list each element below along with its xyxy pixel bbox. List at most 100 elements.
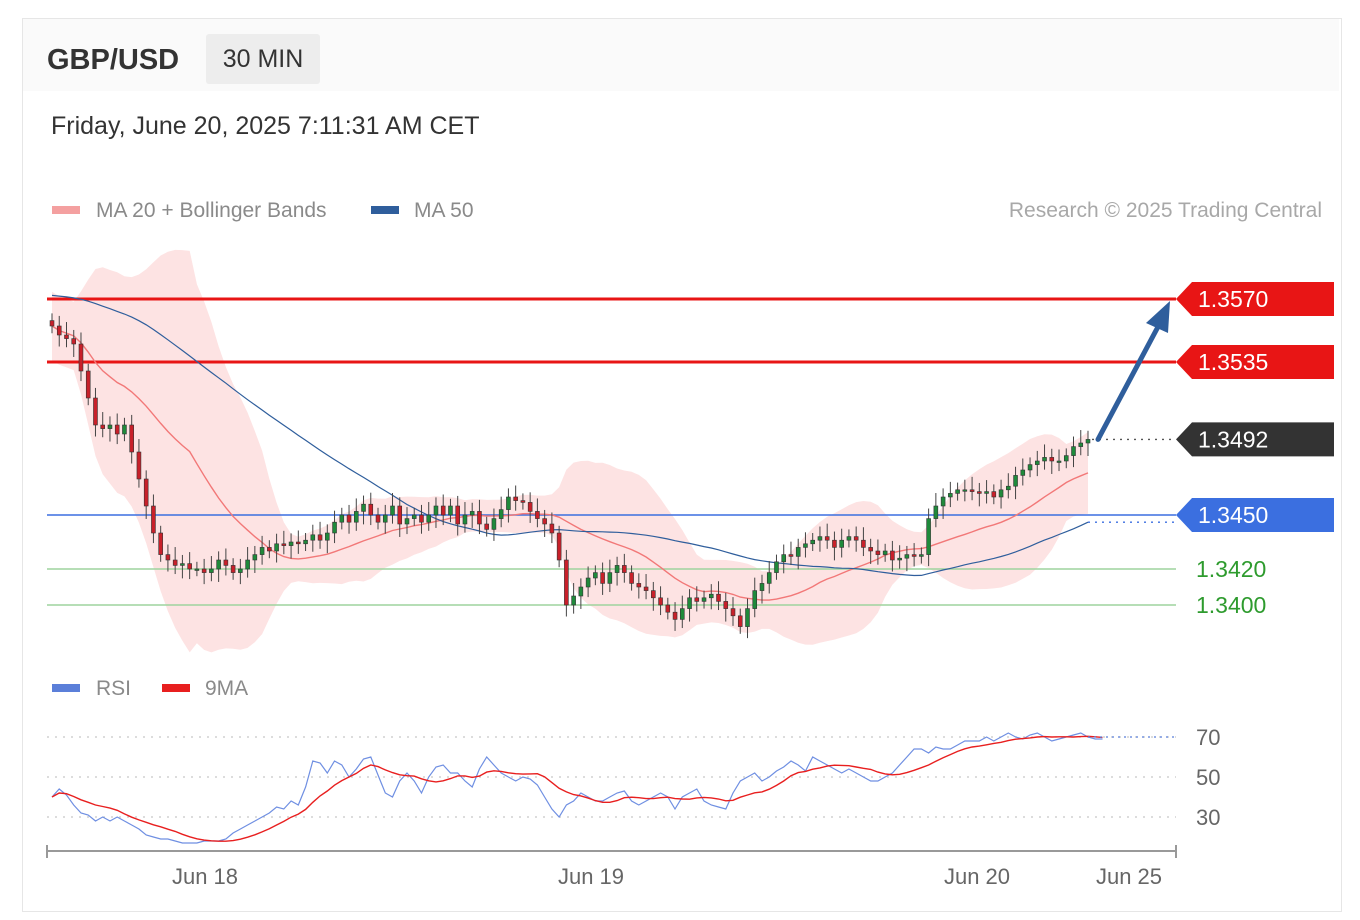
candle — [745, 608, 750, 627]
bollinger-band — [52, 249, 1088, 653]
rsi-9ma-line — [51, 735, 1103, 842]
candle — [354, 511, 359, 523]
candle — [759, 583, 765, 591]
candle — [788, 554, 794, 557]
candle — [151, 505, 156, 534]
candle — [187, 563, 192, 570]
candle — [201, 568, 207, 573]
candle — [281, 543, 287, 546]
candle — [781, 554, 786, 563]
candle — [766, 572, 772, 584]
candle — [1063, 455, 1069, 462]
candle — [839, 539, 844, 548]
level-tag-resistance — [1176, 345, 1334, 379]
candle — [919, 554, 924, 557]
candle — [397, 505, 403, 525]
candle — [520, 500, 526, 503]
candle — [549, 523, 555, 534]
candle — [824, 536, 830, 541]
candle — [448, 505, 453, 516]
candle — [651, 590, 656, 599]
candle — [1049, 457, 1055, 462]
forecast-arrow-shaft — [1095, 320, 1163, 442]
candle — [861, 539, 866, 548]
candle — [962, 489, 968, 492]
candle — [687, 597, 692, 609]
candle — [832, 539, 837, 548]
candle — [1056, 460, 1062, 463]
rsi-legend-swatch — [52, 684, 80, 692]
candle — [259, 547, 265, 555]
candle — [614, 565, 620, 573]
candle — [1071, 446, 1076, 456]
bollinger-band-fill — [52, 249, 1088, 653]
level-tag-label: 1.3570 — [1198, 286, 1268, 312]
level-tag-label: 1.3450 — [1198, 502, 1268, 528]
candle — [643, 586, 649, 591]
level-tag-label: 1.3492 — [1198, 426, 1268, 452]
candle — [737, 615, 743, 627]
candle — [107, 424, 113, 429]
candle — [375, 514, 381, 523]
candle — [817, 536, 823, 541]
candle — [194, 568, 200, 571]
candle — [542, 518, 547, 525]
candle — [1027, 464, 1033, 471]
x-axis: Jun 18 Jun 19 Jun 20 Jun 25 — [46, 845, 1177, 889]
candle — [897, 557, 902, 561]
candle — [1085, 439, 1091, 444]
candle — [303, 539, 308, 545]
support-level-label: 1.3400 — [1196, 592, 1266, 618]
candle — [890, 550, 895, 561]
candle — [636, 583, 642, 588]
ma9-legend-swatch — [162, 684, 190, 692]
candle — [404, 518, 410, 525]
candle — [933, 505, 939, 519]
candle — [477, 511, 482, 525]
candle — [462, 514, 468, 525]
candle — [469, 511, 475, 516]
level-lines — [47, 297, 1176, 606]
moving-averages — [51, 294, 1176, 601]
candle — [267, 547, 272, 552]
candle — [506, 496, 511, 510]
rsi-panel: 70 50 30 — [47, 725, 1220, 844]
candle — [948, 493, 953, 498]
candle — [998, 489, 1004, 498]
candle — [382, 514, 388, 523]
candle — [455, 505, 460, 525]
candle — [317, 534, 323, 541]
candle — [593, 572, 598, 579]
candle — [223, 559, 229, 566]
candle — [658, 597, 663, 606]
candle — [252, 554, 258, 561]
candle — [940, 496, 946, 507]
ma20-line — [51, 325, 1089, 601]
candle — [64, 334, 69, 339]
ma20-legend-swatch — [52, 206, 80, 214]
candle — [339, 514, 345, 523]
x-tick-label: Jun 19 — [558, 864, 624, 889]
candle — [882, 550, 888, 555]
candle — [716, 593, 721, 602]
candle — [795, 547, 801, 557]
candle — [158, 532, 163, 555]
level-tags: 1.3570 1.3535 1.3492 1.3450 1.3420 1.3400 — [1176, 282, 1334, 618]
candle — [1006, 485, 1011, 491]
candle — [984, 491, 989, 494]
candle — [78, 343, 84, 372]
forecast-arrow — [1095, 301, 1170, 442]
candle — [288, 541, 294, 546]
candle — [93, 397, 98, 426]
candle — [701, 597, 707, 602]
candle — [853, 536, 859, 541]
candle — [578, 586, 584, 597]
forecast-arrow-head — [1146, 301, 1170, 333]
candle — [803, 543, 808, 548]
candles — [49, 313, 1091, 639]
candle — [868, 547, 873, 552]
candle — [100, 424, 105, 429]
candle — [694, 597, 700, 602]
candle — [810, 539, 815, 545]
timeframe-badge[interactable]: 30 MIN — [206, 34, 320, 84]
